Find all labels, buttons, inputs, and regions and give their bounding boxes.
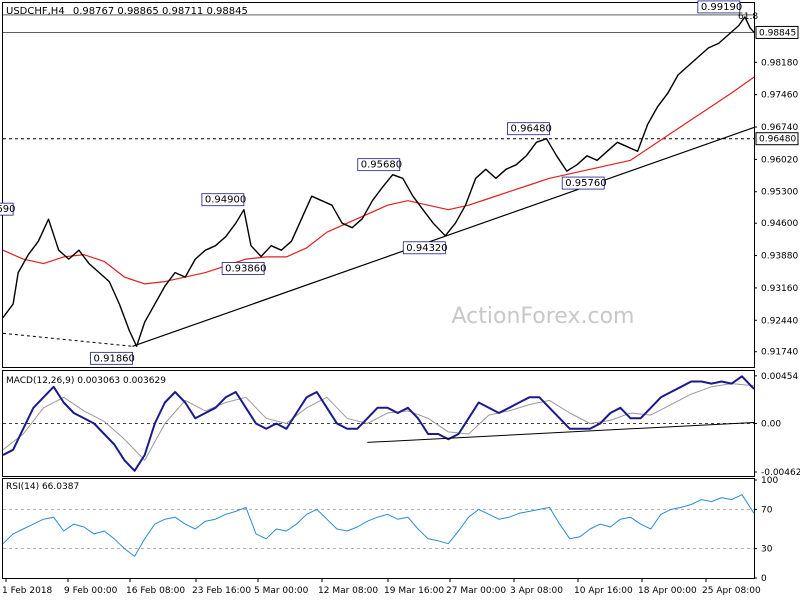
- rsi-indicator: 100 70 30 0: [2, 476, 778, 584]
- rsi-y-tick-label: 100: [761, 476, 778, 486]
- level-price-label: 0.96480: [759, 135, 796, 145]
- price-y-tick-label: 0.91740: [761, 348, 798, 358]
- fib-label: 61.8: [738, 12, 758, 22]
- macd-y-tick-label: -0.00462: [761, 468, 800, 478]
- price-panel[interactable]: [2, 2, 755, 368]
- swing-label-box: [221, 262, 265, 275]
- time-x-axis: 1 Feb 2018 9 Feb 00:00 16 Feb 08:00 23 Feb …: [2, 578, 761, 596]
- rsi-panel[interactable]: [2, 478, 755, 579]
- x-tick-label: 3 Apr 08:00: [510, 586, 563, 596]
- x-tick-label: 1 Feb 2018: [2, 586, 53, 596]
- price-y-tick-label: 0.93160: [761, 284, 798, 294]
- swing-label: 0.93860: [225, 263, 266, 274]
- symbol-timeframe: USDCHF,H4: [6, 6, 65, 17]
- macd-indicator: 0.00454 0.00 -0.00462: [2, 372, 800, 478]
- macd-y-tick-label: 0.00454: [761, 372, 798, 382]
- x-tick-label: 18 Apr 00:00: [638, 586, 697, 596]
- macd-trendline: [367, 421, 755, 443]
- swing-label: 0.94320: [406, 243, 447, 254]
- swing-label-box: [561, 176, 605, 190]
- watermark: ActionForex.com: [452, 304, 635, 329]
- price-level-labels: 0.94690 0.91860 0.94900 0.93860 0.95680 0.943…: [0, 0, 742, 365]
- moving-average-line: [2, 76, 755, 285]
- price-y-tick-label: 0.96740: [761, 123, 798, 133]
- x-tick-label: 10 Apr 16:00: [574, 586, 633, 596]
- swing-label-box: [0, 202, 14, 216]
- price-series: [2, 16, 755, 347]
- ohlc-values: 0.98767 0.98865 0.98711 0.98845: [73, 6, 248, 17]
- chart-header: USDCHF,H4 0.98767 0.98865 0.98711 0.9884…: [6, 6, 248, 17]
- price-y-tick-label: 0.93880: [761, 252, 798, 262]
- swing-label-box: [90, 351, 133, 365]
- price-y-tick-label: 0.95300: [761, 188, 798, 198]
- lower-dashed-trendline: [2, 332, 133, 347]
- swing-label-box: [201, 193, 245, 207]
- swing-label: 0.96480: [511, 124, 552, 135]
- price-y-tick-label: 0.96020: [761, 155, 798, 165]
- price-y-tick-label: 0.98180: [761, 58, 798, 68]
- price-line: [2, 16, 755, 347]
- swing-label-box: [697, 0, 741, 14]
- swing-label-box: [357, 158, 401, 172]
- swing-label-box: [507, 122, 550, 136]
- x-tick-label: 23 Feb 16:00: [192, 586, 251, 596]
- x-tick-label: 27 Mar 00:00: [446, 586, 506, 596]
- macd-y-tick-label: 0.00: [761, 420, 781, 430]
- rsi-y-tick-label: 0: [761, 574, 767, 584]
- swing-label: 0.94690: [0, 204, 15, 215]
- current-price-box: [755, 25, 799, 39]
- swing-label: 0.91860: [94, 353, 135, 364]
- rsi-y-tick-label: 30: [761, 545, 773, 555]
- macd-title: MACD(12,26,9) 0.003063 0.003629: [6, 376, 166, 386]
- swing-label: 0.94900: [205, 195, 246, 206]
- swing-label: 0.99190: [701, 2, 742, 13]
- x-tick-label: 19 Mar 16:00: [384, 586, 444, 596]
- level-price-box: [755, 132, 799, 146]
- rsi-title: RSI(14) 66.0387: [6, 482, 79, 492]
- macd-main-line: [2, 375, 755, 472]
- x-tick-label: 5 Mar 00:00: [254, 586, 309, 596]
- x-tick-label: 25 Apr 08:00: [702, 586, 761, 596]
- price-y-axis: 0.98180 0.97460 0.96740 0.96020 0.95300 0.946…: [754, 58, 798, 358]
- swing-label-box: [402, 241, 446, 255]
- price-y-tick-label: 0.97460: [761, 91, 798, 101]
- x-tick-label: 12 Mar 08:00: [318, 586, 378, 596]
- x-tick-label: 9 Feb 00:00: [64, 586, 118, 596]
- x-tick-label: 16 Feb 08:00: [126, 586, 185, 596]
- price-y-tick-label: 0.94600: [761, 219, 798, 229]
- swing-label: 0.95680: [361, 160, 402, 171]
- support-trendline: [132, 126, 755, 347]
- swing-label: 0.95760: [565, 178, 606, 189]
- price-y-tick-label: 0.92440: [761, 316, 798, 326]
- rsi-line: [2, 494, 755, 557]
- rsi-y-tick-label: 70: [761, 505, 773, 515]
- current-price-label: 0.98845: [759, 28, 796, 38]
